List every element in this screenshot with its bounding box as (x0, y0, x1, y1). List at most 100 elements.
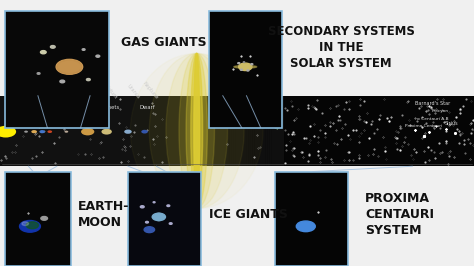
Circle shape (238, 71, 250, 78)
Circle shape (64, 131, 68, 133)
Text: Neptune: Neptune (142, 80, 159, 100)
Circle shape (238, 63, 240, 64)
Text: Dwarf: Dwarf (140, 105, 155, 110)
Bar (243, 96, 245, 166)
Circle shape (144, 227, 155, 232)
Bar (283, 96, 285, 166)
Text: Dwarf: Dwarf (59, 105, 75, 110)
Ellipse shape (231, 73, 257, 76)
Bar (271, 96, 273, 166)
Bar (265, 96, 268, 166)
Bar (252, 96, 255, 166)
Circle shape (152, 213, 165, 221)
Circle shape (22, 222, 28, 226)
Text: Saturn: Saturn (104, 84, 118, 100)
Circle shape (141, 130, 148, 134)
Bar (262, 96, 264, 166)
Text: PROXIMA
CENTAURI
SYSTEM: PROXIMA CENTAURI SYSTEM (365, 192, 434, 237)
Bar (256, 96, 258, 166)
Bar (284, 96, 474, 166)
Text: ICE GIANTS: ICE GIANTS (209, 208, 287, 221)
Circle shape (57, 60, 82, 74)
Circle shape (86, 78, 90, 81)
Circle shape (26, 222, 38, 229)
Circle shape (251, 64, 253, 65)
Ellipse shape (186, 53, 207, 209)
Bar (5, 172, 71, 266)
Bar (275, 96, 277, 166)
Ellipse shape (179, 53, 214, 209)
Bar (229, 96, 232, 166)
Circle shape (146, 221, 148, 223)
Bar (250, 96, 253, 166)
Text: Giant Planets: Giant Planets (84, 105, 119, 110)
Circle shape (56, 59, 82, 74)
Text: Mars: Mars (47, 88, 59, 100)
Text: Mercury: Mercury (25, 81, 41, 100)
Circle shape (240, 69, 242, 70)
Circle shape (39, 130, 45, 133)
Bar (239, 96, 241, 166)
Bar (277, 96, 279, 166)
Circle shape (238, 63, 252, 70)
Circle shape (81, 128, 94, 135)
Circle shape (169, 223, 172, 224)
Circle shape (50, 45, 55, 48)
Circle shape (82, 49, 85, 50)
Circle shape (41, 217, 47, 220)
Ellipse shape (191, 53, 202, 209)
Bar (233, 96, 236, 166)
Text: Barnard's Star: Barnard's Star (415, 101, 450, 106)
Text: Moon: Moon (45, 86, 55, 97)
Ellipse shape (166, 53, 228, 209)
Circle shape (0, 126, 16, 138)
Text: GAS GIANTS: GAS GIANTS (121, 36, 207, 49)
Bar (264, 96, 266, 166)
Circle shape (37, 73, 40, 74)
Bar (128, 172, 201, 266)
Ellipse shape (149, 53, 244, 209)
Circle shape (247, 70, 249, 71)
Bar (273, 96, 275, 166)
Bar (209, 11, 282, 128)
Text: Earth: Earth (40, 86, 52, 100)
Circle shape (40, 51, 46, 54)
Bar (241, 96, 243, 166)
Bar (248, 96, 251, 166)
Circle shape (24, 131, 28, 133)
Circle shape (140, 206, 144, 208)
Circle shape (124, 130, 132, 134)
Circle shape (60, 80, 64, 83)
Text: Oort Cloud: Oort Cloud (251, 114, 279, 130)
Bar (258, 96, 260, 166)
Circle shape (31, 130, 37, 133)
Text: Jupiter: Jupiter (86, 84, 100, 100)
Text: Venus: Venus (32, 85, 46, 100)
Text: Europa: Europa (93, 82, 105, 96)
Bar (267, 96, 270, 166)
Bar (254, 96, 256, 166)
Ellipse shape (234, 65, 257, 68)
Bar (245, 96, 247, 166)
Bar (275, 172, 348, 266)
Bar (228, 96, 230, 166)
Ellipse shape (194, 53, 200, 209)
Text: Terrestrial Planets: Terrestrial Planets (27, 105, 75, 110)
Text: Procyon: Procyon (431, 109, 448, 113)
Text: Sirius: Sirius (444, 121, 458, 126)
Circle shape (19, 221, 40, 232)
Bar (279, 96, 281, 166)
Text: Gas: Gas (75, 108, 85, 113)
Circle shape (153, 202, 155, 203)
Circle shape (243, 62, 245, 63)
Bar (281, 96, 283, 166)
Bar (5, 11, 109, 128)
Circle shape (101, 129, 112, 135)
Text: α Centauri A-B: α Centauri A-B (417, 117, 449, 121)
Circle shape (296, 221, 315, 232)
Text: Ceres: Ceres (64, 86, 77, 100)
Bar (246, 96, 249, 166)
Ellipse shape (156, 213, 161, 221)
Text: Proxima Centauri: Proxima Centauri (405, 124, 443, 128)
Bar (237, 96, 239, 166)
